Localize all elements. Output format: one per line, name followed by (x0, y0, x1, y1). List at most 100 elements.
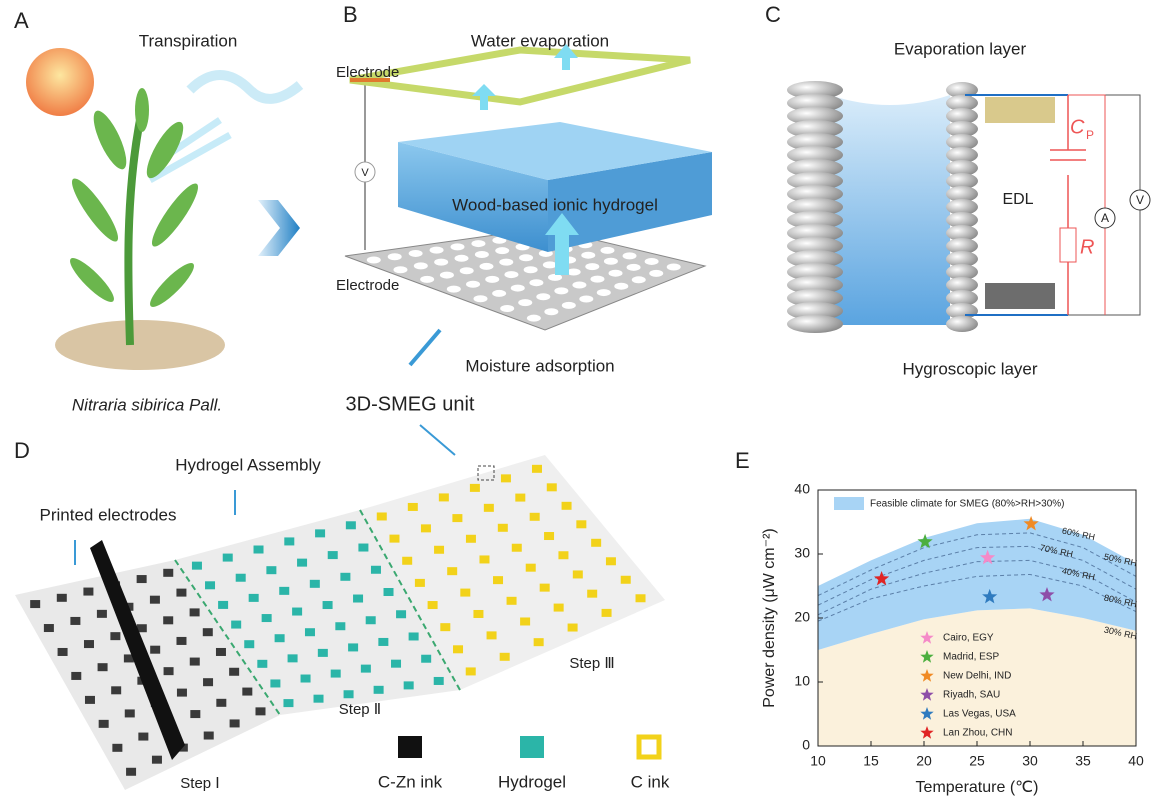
panel-d: D Hydrogel Assembly Printed electrodes S… (14, 424, 670, 792)
panel-c: C Evaporation layer C P EDL R A V Hygros… (765, 2, 1151, 378)
pattern-square (111, 686, 122, 695)
hole (518, 299, 533, 307)
pattern-square (83, 587, 94, 596)
pattern-square (255, 707, 266, 716)
membrane-sphere (787, 224, 843, 242)
legend-label: Las Vegas, USA (943, 709, 1016, 720)
legend-label: Lan Zhou, CHN (943, 728, 1012, 739)
hole (566, 268, 581, 276)
pattern-square (138, 732, 149, 741)
pattern-square (533, 638, 544, 647)
pattern-square (136, 575, 147, 584)
membrane-sphere (787, 276, 843, 294)
hole (393, 266, 408, 274)
hole (561, 301, 576, 309)
legend-marker (920, 631, 934, 644)
y-axis-label: Power density (μW cm⁻²) (761, 528, 778, 707)
hole (548, 273, 563, 281)
hole (529, 279, 544, 287)
hole (504, 271, 519, 279)
membrane-sphere (787, 250, 843, 268)
membrane-sphere (946, 147, 978, 163)
pattern-square (215, 647, 226, 656)
membrane-sphere (946, 316, 978, 332)
pattern-square (567, 623, 578, 632)
plant-stem (124, 119, 144, 346)
hole (614, 282, 629, 290)
pattern-square (177, 743, 188, 752)
membrane-sphere (787, 159, 843, 177)
arrow (74, 424, 456, 565)
hole (572, 281, 587, 289)
print-blade (90, 540, 185, 760)
legend-marker (920, 707, 934, 720)
legend-label: C ink (631, 772, 670, 791)
legend-label: C-Zn ink (378, 772, 443, 791)
pattern-square (270, 679, 281, 688)
pattern-square (261, 614, 272, 623)
step-divider (174, 509, 461, 716)
legend-label: Riyadh, SAU (943, 690, 1000, 701)
hole (446, 285, 461, 293)
pattern-square (112, 743, 123, 752)
pattern-square (190, 710, 201, 719)
hydrogel-box (398, 122, 712, 180)
pattern-square (500, 474, 511, 483)
pattern-square (520, 617, 531, 626)
panel-letter: E (735, 448, 750, 473)
label: Step Ⅱ (339, 701, 381, 718)
x-tick-label: 40 (1128, 753, 1144, 769)
hole (626, 263, 641, 271)
pattern-square (283, 699, 294, 708)
pattern-square (335, 622, 346, 631)
substrate (360, 455, 665, 690)
pattern-square (389, 534, 400, 543)
hole (538, 249, 553, 257)
membrane-sphere (946, 277, 978, 293)
pattern-square (460, 588, 471, 597)
pattern-square (506, 596, 517, 605)
pattern-square (126, 767, 137, 776)
pattern-square (322, 601, 333, 610)
pattern-square (176, 636, 187, 645)
pattern-square (274, 634, 285, 643)
hole (492, 289, 507, 297)
pattern-square (440, 623, 451, 632)
legend-swatch (636, 734, 662, 760)
pattern-square (499, 652, 510, 661)
y-tick-label: 30 (794, 545, 810, 561)
circuit-capacitor (1050, 95, 1086, 315)
membrane-sphere (946, 212, 978, 228)
label: Wood-based ionic hydrogel (452, 195, 658, 214)
pattern-square (176, 588, 187, 597)
hole (596, 289, 611, 297)
legend-marker (920, 726, 934, 739)
pattern-square (149, 595, 160, 604)
pattern-square (83, 640, 94, 649)
label: Evaporation layer (894, 39, 1027, 58)
pattern-square (98, 719, 109, 728)
channel (830, 95, 950, 325)
hole (544, 308, 559, 316)
panel-b: V B Water evaporation Electrode Wood-bas… (336, 2, 712, 415)
panel-letter: D (14, 438, 30, 463)
hole (510, 284, 525, 292)
ammeter-icon (1094, 207, 1116, 229)
pattern-square (511, 543, 522, 552)
data-point (982, 588, 998, 604)
pattern-square (292, 607, 303, 616)
legend-label: Madrid, ESP (943, 652, 999, 663)
pattern-square (297, 558, 308, 567)
pattern-square (235, 573, 246, 582)
hole (492, 236, 507, 244)
hole (479, 262, 494, 270)
pattern-square (572, 570, 583, 579)
legend-marker (920, 669, 934, 682)
membrane-sphere (946, 238, 978, 254)
pattern-square (287, 654, 298, 663)
hole (495, 247, 510, 255)
rh-curve (817, 559, 1137, 616)
pattern-square (453, 645, 464, 654)
hole (429, 246, 444, 254)
y-tick-label: 10 (794, 673, 810, 689)
